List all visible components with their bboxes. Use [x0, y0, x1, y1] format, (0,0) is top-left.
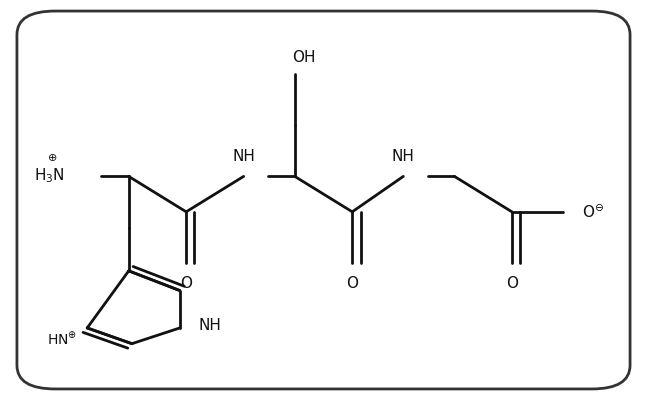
Text: O: O [180, 275, 192, 290]
Text: O: O [506, 275, 518, 290]
Text: OH: OH [292, 50, 316, 65]
Text: O: O [346, 275, 358, 290]
Text: NH: NH [232, 148, 255, 163]
Text: O$^{\ominus}$: O$^{\ominus}$ [582, 204, 604, 221]
Text: NH: NH [392, 148, 415, 163]
Text: H$_3$N: H$_3$N [34, 166, 65, 184]
Text: HN$^{\oplus}$: HN$^{\oplus}$ [47, 330, 78, 347]
Text: $\oplus$: $\oplus$ [47, 152, 57, 163]
Text: NH: NH [199, 317, 222, 332]
